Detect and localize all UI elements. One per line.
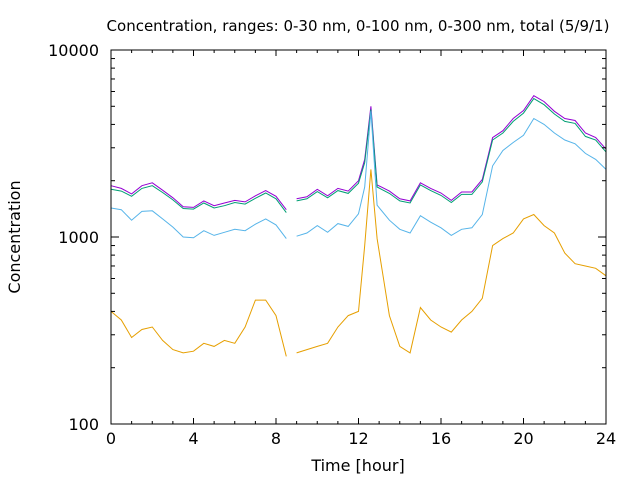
plot-frame — [110, 49, 607, 425]
y-axis-label: Concentration — [5, 180, 24, 293]
x-tick-label: 0 — [106, 429, 116, 448]
y-tick-label: 100 — [68, 415, 99, 434]
series-layer — [110, 95, 607, 357]
y-tick-label: 1000 — [58, 228, 99, 247]
chart-title: Concentration, ranges: 0-30 nm, 0-100 nm… — [107, 17, 610, 35]
series-line-4 — [110, 169, 607, 357]
x-tick-label: 12 — [348, 429, 368, 448]
x-axis-label: Time [hour] — [310, 456, 404, 475]
x-tick-label: 4 — [188, 429, 198, 448]
x-tick-label: 8 — [271, 429, 281, 448]
series-line-3 — [110, 111, 607, 239]
x-tick-label: 16 — [431, 429, 451, 448]
y-tick-label: 10000 — [48, 41, 99, 60]
x-tick-label: 20 — [513, 429, 533, 448]
series-line-1 — [110, 95, 607, 211]
tick-label-layer: 0 4 8 12 16 20 24 100 1000 10000 — [48, 41, 616, 448]
series-line-2 — [110, 97, 607, 213]
x-tick-label: 24 — [596, 429, 616, 448]
